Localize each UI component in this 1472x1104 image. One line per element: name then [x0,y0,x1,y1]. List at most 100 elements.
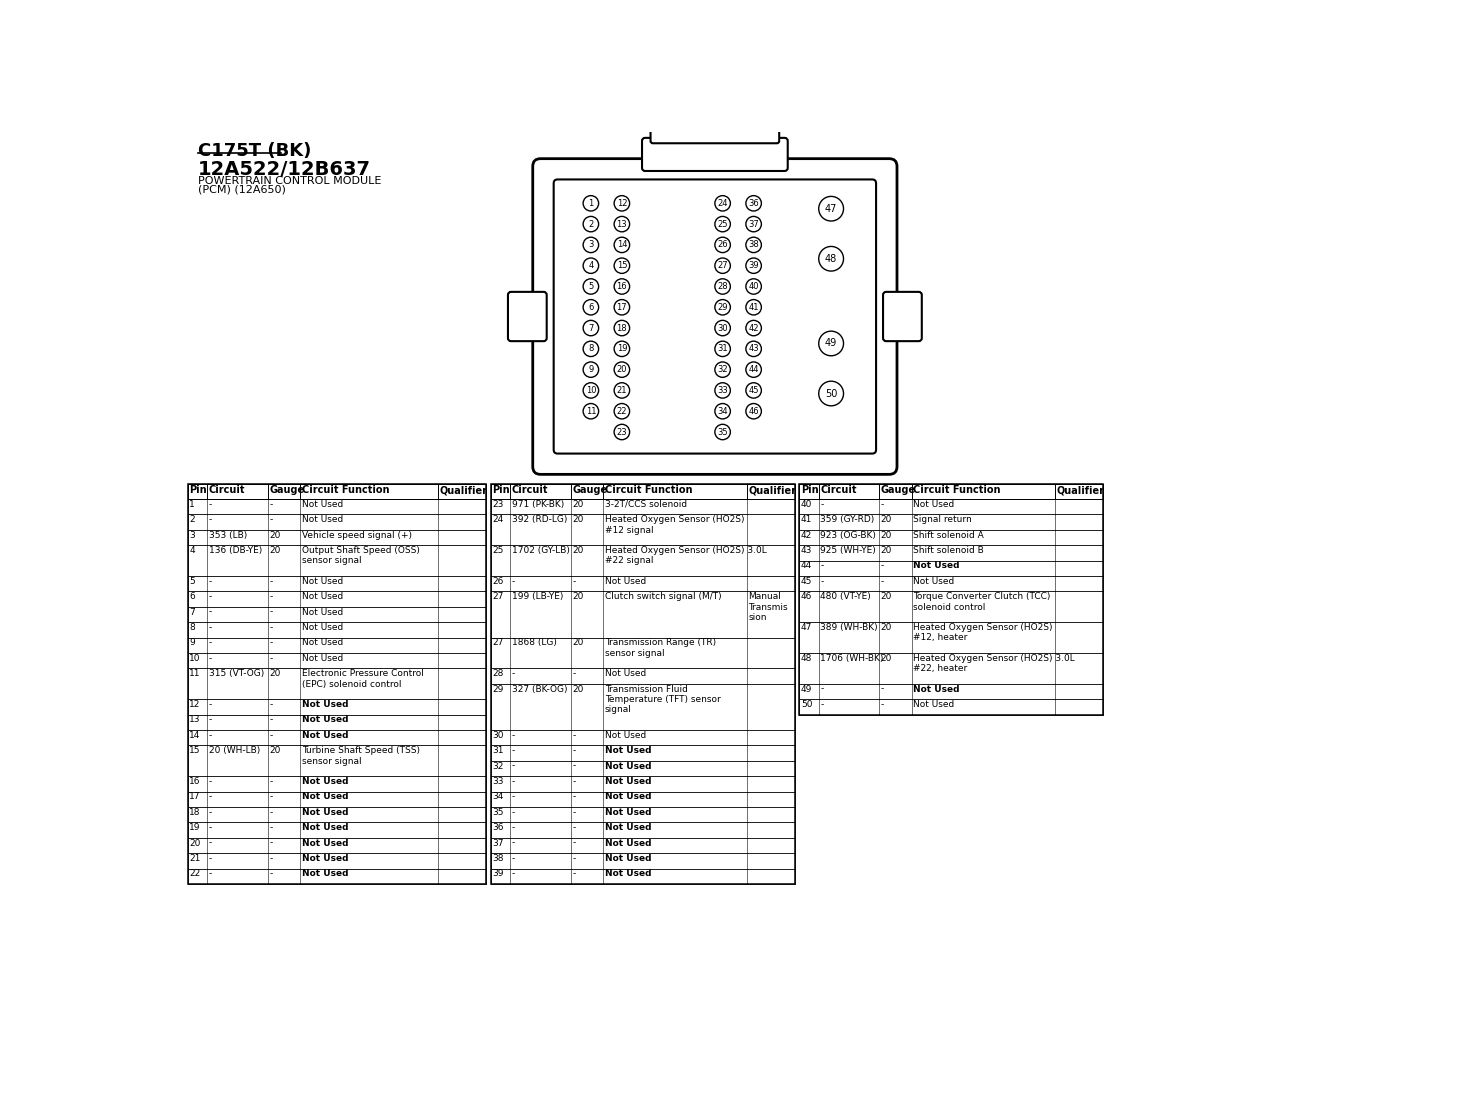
Text: -: - [269,576,272,586]
Text: 19: 19 [617,344,627,353]
Text: Not Used: Not Used [302,715,349,724]
Bar [188,668,486,699]
Circle shape [818,381,843,406]
Circle shape [614,320,630,336]
Bar [490,592,795,638]
Text: 41: 41 [748,302,760,311]
Circle shape [614,341,630,357]
Text: Circuit Function: Circuit Function [913,485,1001,495]
Text: Not Used: Not Used [605,576,646,586]
Text: Not Used: Not Used [913,684,960,693]
Text: Not Used: Not Used [605,808,651,817]
Text: -: - [209,607,212,616]
Text: 6: 6 [190,592,196,602]
Text: 36: 36 [493,824,503,832]
Text: 23: 23 [493,500,503,509]
Text: -: - [209,700,212,709]
Text: -: - [512,746,515,755]
Bar [188,484,486,884]
Text: Not Used: Not Used [605,824,651,832]
Text: 20: 20 [269,546,281,555]
Bar [490,730,795,745]
Text: -: - [512,777,515,786]
Text: Shift solenoid B: Shift solenoid B [913,546,983,555]
Bar [188,576,486,592]
Text: -: - [573,824,576,832]
Text: -: - [573,731,576,740]
Text: 20: 20 [880,531,892,540]
Text: -: - [209,869,212,879]
Text: 8: 8 [190,623,196,631]
Text: 480 (VT-YE): 480 (VT-YE) [820,592,871,602]
Text: 2: 2 [589,220,593,229]
Text: Not Used: Not Used [302,777,349,786]
Text: 32: 32 [717,365,729,374]
Text: -: - [512,824,515,832]
Circle shape [583,237,599,253]
Text: 20: 20 [573,684,584,693]
Text: 34: 34 [493,793,503,802]
Text: 14: 14 [617,241,627,250]
Bar [799,592,1103,623]
Text: 23: 23 [617,427,627,436]
Text: -: - [512,869,515,879]
Bar [490,576,795,592]
Text: -: - [269,869,272,879]
Circle shape [614,362,630,378]
Text: 20: 20 [573,546,584,555]
Text: Not Used: Not Used [913,500,954,509]
Bar [799,652,1103,683]
Circle shape [614,404,630,418]
Text: 20: 20 [880,516,892,524]
Text: 27: 27 [493,638,503,647]
Text: Not Used: Not Used [302,500,343,509]
Text: Not Used: Not Used [302,808,349,817]
Text: 19: 19 [190,824,200,832]
Text: Pin: Pin [801,485,818,495]
Text: 7: 7 [589,323,593,332]
Text: 32: 32 [493,762,503,771]
Circle shape [746,299,761,315]
Text: 12A522/12B637: 12A522/12B637 [197,160,371,179]
Text: Not Used: Not Used [605,731,646,740]
Text: 21: 21 [190,854,200,863]
Text: 49: 49 [824,339,838,349]
Text: Heated Oxygen Sensor (HO2S) 3.0L
#22, heater: Heated Oxygen Sensor (HO2S) 3.0L #22, he… [913,654,1075,673]
Text: Not Used: Not Used [605,854,651,863]
Text: 10: 10 [586,386,596,395]
Text: Not Used: Not Used [605,762,651,771]
Text: 5: 5 [190,576,196,586]
Text: -: - [269,500,272,509]
Text: -: - [209,516,212,524]
Text: Not Used: Not Used [302,516,343,524]
FancyBboxPatch shape [553,180,876,454]
Text: -: - [209,824,212,832]
Text: 6: 6 [589,302,593,311]
Text: -: - [269,654,272,662]
Text: Torque Converter Clutch (TCC)
solenoid control: Torque Converter Clutch (TCC) solenoid c… [913,592,1051,612]
Circle shape [818,197,843,221]
Text: POWERTRAIN CONTROL MODULE: POWERTRAIN CONTROL MODULE [197,176,381,185]
Text: Not Used: Not Used [605,869,651,879]
Text: Vehicle speed signal (+): Vehicle speed signal (+) [302,531,412,540]
Text: 925 (WH-YE): 925 (WH-YE) [820,546,876,555]
Text: Output Shaft Speed (OSS)
sensor signal: Output Shaft Speed (OSS) sensor signal [302,546,420,565]
Text: -: - [512,731,515,740]
Text: Not Used: Not Used [302,731,349,740]
Text: 30: 30 [493,731,503,740]
Text: -: - [209,854,212,863]
Text: 15: 15 [190,746,200,755]
Circle shape [715,195,730,211]
Bar [188,623,486,638]
Circle shape [746,320,761,336]
Circle shape [583,404,599,418]
Text: -: - [880,500,885,509]
Text: Electronic Pressure Control
(EPC) solenoid control: Electronic Pressure Control (EPC) soleno… [302,669,424,689]
Text: Circuit: Circuit [512,485,549,495]
Text: 46: 46 [748,406,760,416]
Text: Heated Oxygen Sensor (HO2S)
#12, heater: Heated Oxygen Sensor (HO2S) #12, heater [913,623,1052,643]
Bar [188,822,486,838]
Bar [490,484,795,499]
Circle shape [614,299,630,315]
Circle shape [583,383,599,399]
